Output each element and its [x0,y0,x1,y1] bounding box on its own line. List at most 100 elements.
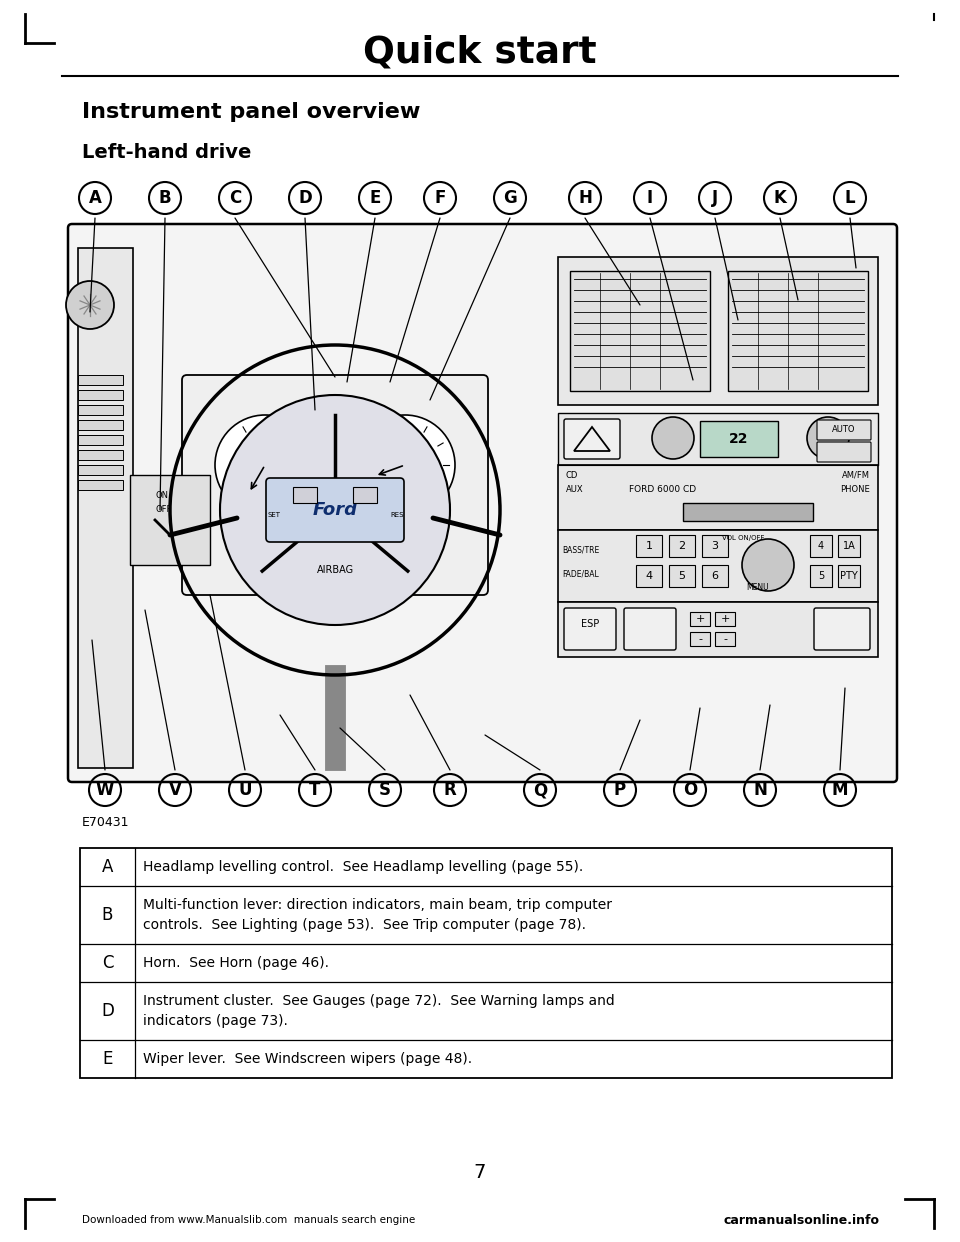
Circle shape [742,539,794,591]
Circle shape [66,281,114,329]
Text: B: B [158,189,171,207]
Bar [728,271,868,391]
Text: PTY: PTY [840,571,858,581]
Text: VOL ON/OFF: VOL ON/OFF [722,535,764,542]
Bar [702,565,728,587]
Text: km/h: km/h [396,443,414,450]
Text: G: G [503,189,516,207]
Text: -: - [698,633,702,645]
Text: 1: 1 [645,542,653,551]
Text: MENU: MENU [747,584,769,592]
Bar [683,503,813,520]
Circle shape [215,415,315,515]
Text: ESP: ESP [581,619,599,628]
Text: SET: SET [267,512,280,518]
Text: S: S [379,781,391,799]
Text: 5: 5 [679,571,685,581]
FancyBboxPatch shape [266,478,404,542]
Bar [78,479,123,491]
Bar [669,535,695,556]
Text: A: A [102,858,113,876]
Bar [715,612,735,626]
Text: OFF: OFF [155,505,172,514]
Text: x1000: x1000 [254,442,276,448]
Text: F: F [434,189,445,207]
Bar [558,530,878,602]
Text: C: C [228,189,241,207]
Text: I: I [647,189,653,207]
Text: R: R [444,781,456,799]
Text: controls.  See Lighting (page 53).  See Trip computer (page 78).: controls. See Lighting (page 53). See Tr… [143,918,586,933]
Bar [715,632,735,646]
Text: E: E [103,1049,112,1068]
Text: PHONE: PHONE [840,484,870,493]
Bar [353,487,377,503]
FancyBboxPatch shape [624,609,676,650]
Text: 22: 22 [730,432,749,446]
Text: -: - [723,633,727,645]
Bar [130,474,210,565]
Text: C: C [102,954,113,972]
Text: Instrument cluster.  See Gauges (page 72).  See Warning lamps and: Instrument cluster. See Gauges (page 72)… [143,994,614,1007]
Text: U: U [238,781,252,799]
Text: Downloaded from www.Manualslib.com  manuals search engine: Downloaded from www.Manualslib.com manua… [82,1215,416,1225]
Text: +: + [695,614,705,623]
Bar [558,465,878,530]
Circle shape [807,417,849,460]
Bar [690,612,710,626]
Text: BASS/TRE: BASS/TRE [562,545,599,554]
Text: P: P [614,781,626,799]
Text: 5: 5 [818,571,824,581]
Text: AUX: AUX [566,484,584,493]
Text: Quick start: Quick start [363,34,597,70]
Text: V: V [169,781,181,799]
Text: J: J [712,189,718,207]
Text: W: W [96,781,114,799]
Text: L: L [845,189,855,207]
Text: FORD 6000 CD: FORD 6000 CD [630,484,697,493]
Bar [558,602,878,657]
Text: D: D [299,189,312,207]
Bar [80,848,892,1078]
Bar [558,414,878,465]
Text: Left-hand drive: Left-hand drive [82,143,252,161]
Text: 2: 2 [679,542,685,551]
Bar [810,565,832,587]
Bar [636,535,662,556]
Text: Multi-function lever: direction indicators, main beam, trip computer: Multi-function lever: direction indicato… [143,898,612,912]
Bar [838,565,860,587]
Bar [78,465,123,474]
FancyBboxPatch shape [814,609,870,650]
Text: Ford: Ford [313,501,357,519]
Bar [636,565,662,587]
Bar [702,535,728,556]
Text: 6: 6 [711,571,718,581]
Text: indicators (page 73).: indicators (page 73). [143,1015,288,1028]
Text: FADE/BAL: FADE/BAL [562,570,599,579]
Bar [700,421,778,457]
Text: K: K [774,189,786,207]
Text: 4: 4 [818,542,824,551]
Text: 7: 7 [474,1163,486,1181]
Text: AIRBAG: AIRBAG [317,565,353,575]
Bar [838,535,860,556]
Bar [570,271,710,391]
Circle shape [355,415,455,515]
Bar [690,632,710,646]
Text: N: N [753,781,767,799]
Text: RES: RES [390,512,403,518]
Text: T: T [309,781,321,799]
Bar [669,565,695,587]
Text: carmanualsonline.info: carmanualsonline.info [724,1213,880,1227]
FancyBboxPatch shape [68,224,897,782]
Bar [78,450,123,460]
Text: 4: 4 [645,571,653,581]
Text: Instrument panel overview: Instrument panel overview [82,102,420,122]
FancyBboxPatch shape [564,609,616,650]
Bar [810,535,832,556]
Text: Horn.  See Horn (page 46).: Horn. See Horn (page 46). [143,956,329,970]
Text: A: A [88,189,102,207]
Text: 1A: 1A [843,542,855,551]
Text: +: + [720,614,730,623]
Text: ON: ON [155,491,168,499]
